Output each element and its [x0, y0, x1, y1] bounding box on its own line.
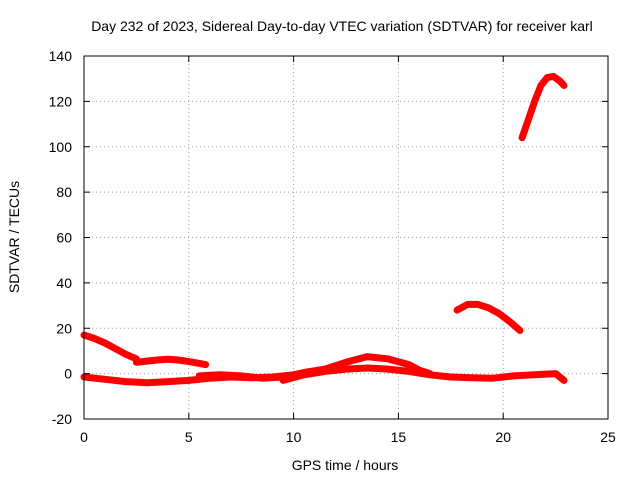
y-tick-label: -20 [52, 411, 72, 427]
x-tick-label: 15 [391, 429, 407, 445]
series-arc-1 [80, 331, 140, 363]
y-tick-label: 20 [56, 320, 72, 336]
y-tick-label: 40 [56, 275, 72, 291]
x-tick-label: 25 [600, 429, 616, 445]
series-arc-2 [132, 355, 210, 369]
y-tick-label: 120 [49, 93, 73, 109]
y-axis-ticks: -20 0 20 40 60 80 100 120 140 [49, 48, 608, 427]
x-tick-label: 20 [495, 429, 511, 445]
series-arc-7 [518, 72, 568, 142]
x-axis-label: GPS time / hours [292, 457, 399, 473]
y-tick-label: 0 [64, 366, 72, 382]
y-tick-label: 100 [49, 139, 73, 155]
y-axis-label: SDTVAR / TECUs [6, 181, 22, 293]
series-arc-6 [453, 300, 524, 334]
x-tick-label: 0 [80, 429, 88, 445]
y-tick-label: 140 [49, 48, 73, 64]
y-tick-label: 80 [56, 184, 72, 200]
chart-title: Day 232 of 2023, Sidereal Day-to-day VTE… [91, 18, 593, 34]
x-tick-label: 10 [286, 429, 302, 445]
y-tick-label: 60 [56, 230, 72, 246]
x-axis-ticks: 0 5 10 15 20 25 [80, 56, 616, 445]
data-series-group [80, 72, 568, 387]
series-arc-5 [279, 364, 568, 384]
x-tick-label: 5 [185, 429, 193, 445]
